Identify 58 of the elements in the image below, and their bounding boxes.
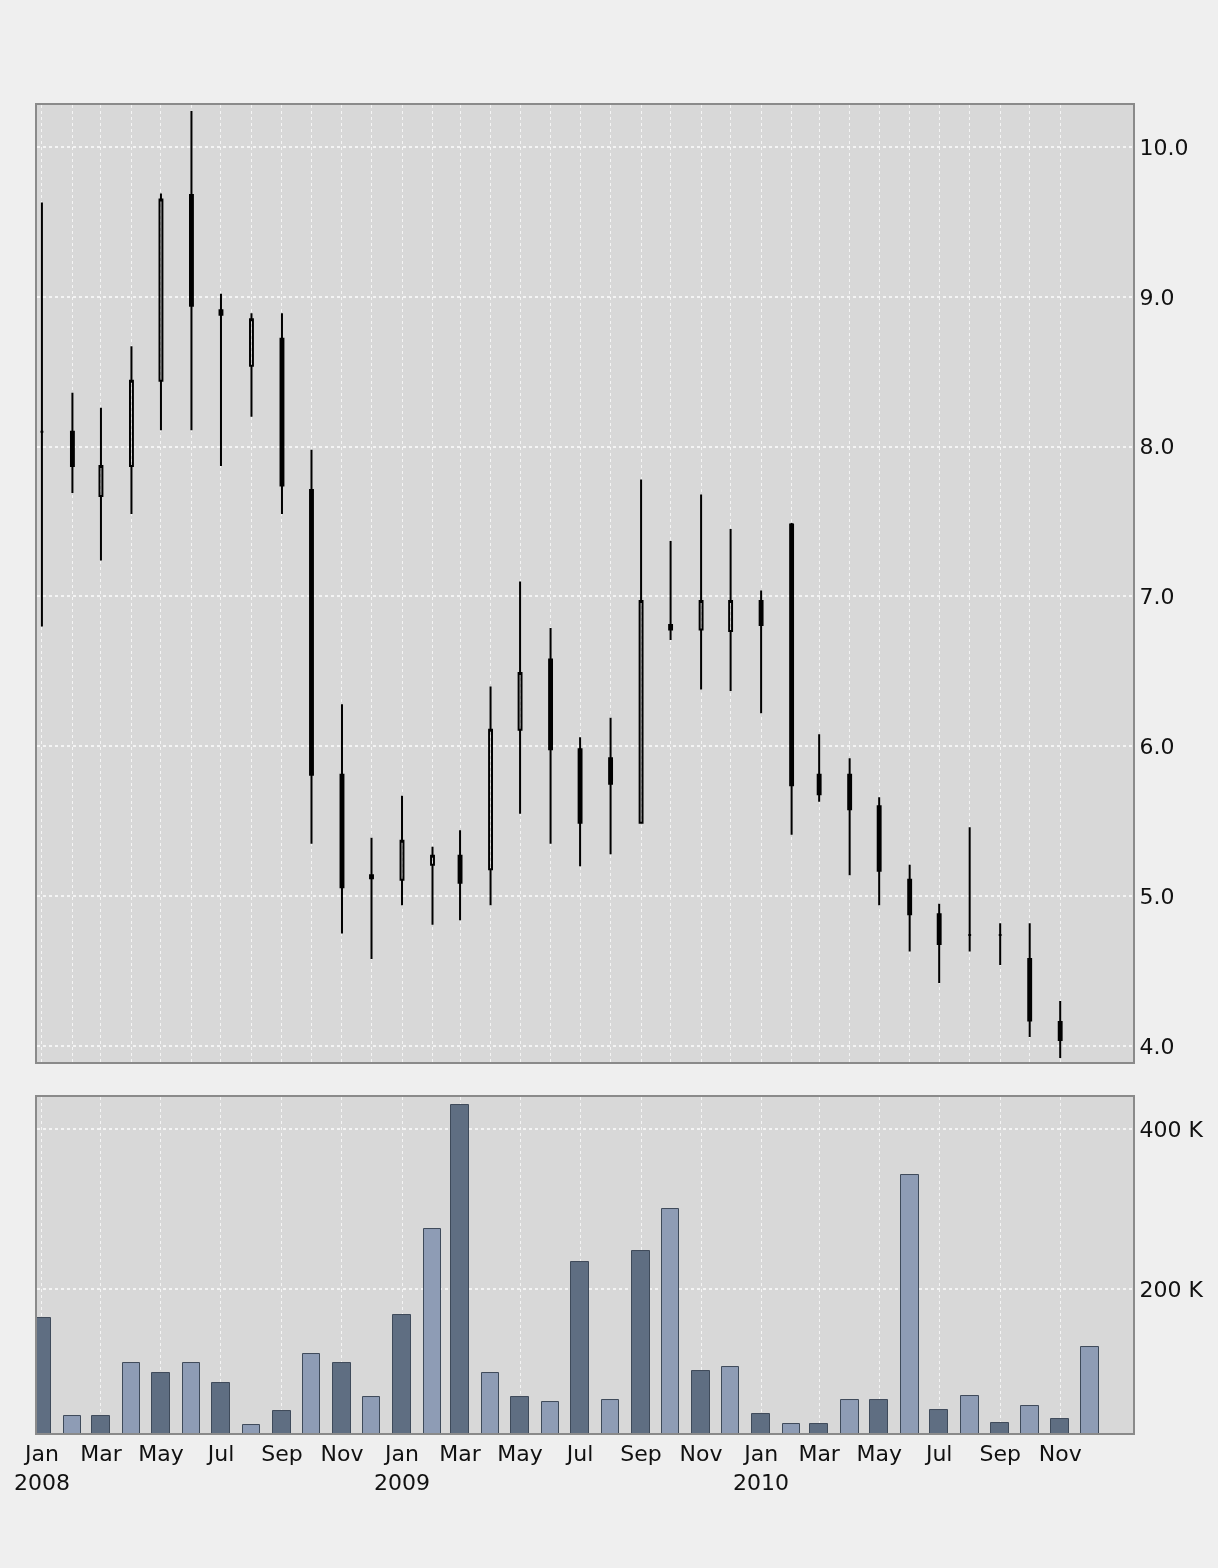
- candlestick: [488, 685, 493, 907]
- candlestick: [967, 826, 973, 953]
- y-tick-label: 5.0: [1139, 883, 1175, 909]
- candlestick: [1057, 1000, 1063, 1059]
- x-tick-label: Mar: [80, 1441, 123, 1467]
- x-tick-label: Nov: [679, 1441, 723, 1467]
- x-tick-label: Sep: [261, 1441, 303, 1467]
- candlestick: [430, 845, 435, 926]
- y-tick-label: 6.0: [1139, 734, 1175, 760]
- candlestick: [577, 736, 583, 868]
- x-tick-label: Jan 2009: [374, 1441, 431, 1495]
- candlestick: [1027, 922, 1033, 1039]
- candlestick: [69, 391, 75, 495]
- candlestick: [698, 493, 704, 691]
- y-tick-label: 7.0: [1139, 584, 1175, 610]
- candlestick: [517, 580, 523, 815]
- candlestick: [936, 902, 942, 985]
- candlestick: [98, 406, 104, 562]
- candlestick: [997, 922, 1003, 967]
- candlestick: [758, 589, 764, 715]
- x-tick-label: May: [497, 1441, 543, 1467]
- candlestick: [399, 794, 405, 907]
- x-tick-label: Jul: [923, 1441, 953, 1467]
- candlestick: [339, 703, 345, 935]
- candlestick: [728, 528, 734, 692]
- candlestick: [279, 312, 285, 516]
- candlestick: [158, 192, 164, 432]
- y-tick-label: 9.0: [1139, 284, 1175, 310]
- x-tick-label: May: [138, 1441, 184, 1467]
- x-tick-label: Jan 2008: [13, 1441, 70, 1495]
- candlestick: [907, 863, 913, 953]
- y-tick-label: 400 K: [1139, 1116, 1204, 1142]
- x-tick-label: Sep: [979, 1441, 1021, 1467]
- candlestick: [457, 829, 463, 922]
- candlestick: [668, 540, 674, 641]
- candlestick: [847, 757, 853, 877]
- y-tick-label: 4.0: [1139, 1033, 1175, 1059]
- x-tick-label: May: [856, 1441, 902, 1467]
- x-tick-label: Nov: [320, 1441, 364, 1467]
- candlestick: [816, 733, 822, 803]
- x-tick-label: Nov: [1038, 1441, 1082, 1467]
- x-tick-label: Mar: [798, 1441, 841, 1467]
- candlestick: [876, 796, 882, 907]
- x-tick-label: Mar: [439, 1441, 482, 1467]
- x-tick-label: Jul: [205, 1441, 235, 1467]
- candlestick: [548, 626, 554, 845]
- candlestick: [218, 292, 224, 468]
- y-tick-label: 10.0: [1139, 134, 1189, 160]
- y-tick-label: 200 K: [1139, 1276, 1204, 1302]
- candlestick: [249, 312, 254, 418]
- x-tick-label: Sep: [620, 1441, 662, 1467]
- x-tick-label: Jul: [564, 1441, 594, 1467]
- y-tick-label: 8.0: [1139, 434, 1175, 460]
- candlestick: [608, 716, 614, 856]
- candlestick: [369, 836, 374, 961]
- candlestick: [129, 345, 134, 516]
- candlestick: [789, 522, 795, 836]
- x-tick-label: Jan 2010: [733, 1441, 790, 1495]
